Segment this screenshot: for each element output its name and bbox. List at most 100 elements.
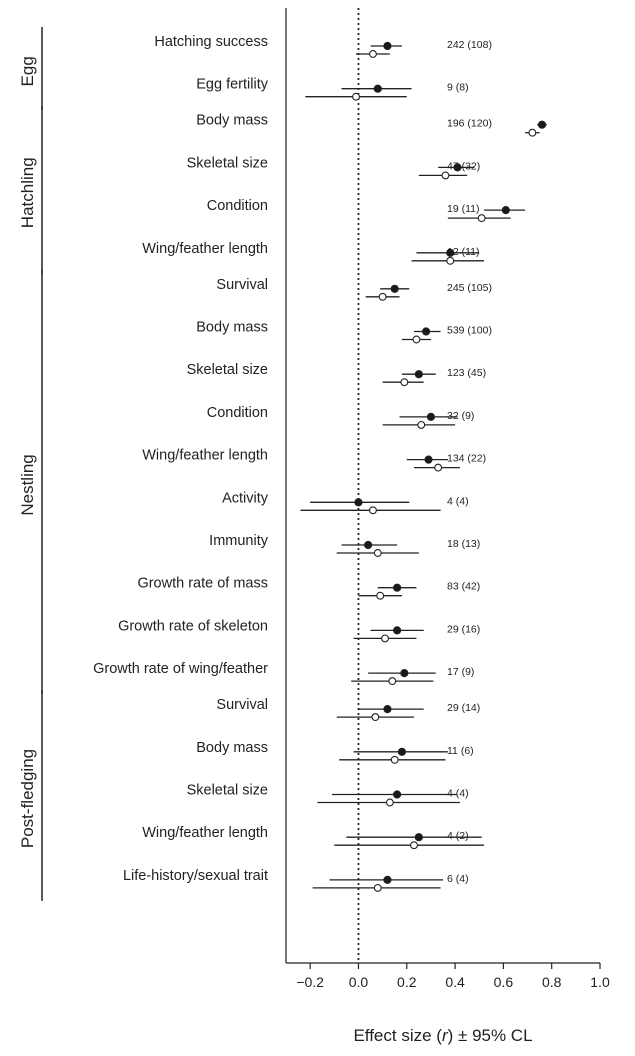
- point-open: [373, 549, 382, 557]
- row-label: Skeletal size: [187, 783, 268, 799]
- row-label: Growth rate of skeleton: [118, 618, 268, 634]
- sample-size-label: 6 (4): [447, 873, 469, 885]
- point-open: [385, 798, 394, 807]
- point-open: [390, 755, 399, 764]
- plot-area: [285, 8, 600, 964]
- sample-size-label: 123 (45): [447, 367, 486, 379]
- point-filled: [393, 790, 402, 799]
- row-label: Life-history/sexual trait: [123, 868, 268, 884]
- forest-row: Wing/feather length 134 (22): [142, 448, 486, 472]
- point-open: [388, 677, 397, 686]
- row-label: Body mass: [196, 113, 268, 129]
- sample-size-label: 539 (100): [447, 325, 492, 337]
- point-open: [369, 50, 377, 58]
- point-open: [441, 171, 450, 180]
- x-tick-label: 0.8: [542, 974, 562, 990]
- forest-row: Egg fertility 9 (8): [196, 77, 469, 101]
- point-filled: [364, 540, 373, 550]
- point-filled: [446, 248, 455, 257]
- row-label: Condition: [207, 198, 268, 214]
- sample-size-label: 12 (11): [447, 246, 480, 258]
- point-filled: [397, 747, 407, 756]
- point-filled: [383, 41, 392, 51]
- sample-size-label: 11 (6): [447, 745, 474, 757]
- sample-size-label: 18 (13): [447, 538, 480, 550]
- sample-size-label: 32 (9): [447, 410, 474, 422]
- forest-row: Condition 19 (11): [207, 198, 526, 223]
- point-open: [376, 591, 385, 600]
- forest-row: Skeletal size 47 (32): [187, 155, 480, 180]
- x-tick-label: 1.0: [590, 974, 610, 990]
- sample-size-label: 134 (22): [447, 453, 486, 465]
- point-filled: [393, 626, 402, 635]
- x-axis-label-suffix: ) ± 95% CL: [448, 1026, 533, 1045]
- forest-row: Wing/feather length 4 (2): [142, 825, 485, 850]
- point-filled: [414, 370, 423, 379]
- row-label: Wing/feather length: [142, 825, 268, 841]
- point-filled: [537, 120, 547, 129]
- point-filled: [390, 284, 399, 293]
- point-filled: [426, 412, 436, 421]
- sample-size-label: 4 (4): [447, 788, 469, 800]
- forest-row: Immunity 18 (13): [209, 533, 480, 557]
- sample-size-label: 19 (11): [447, 203, 480, 215]
- row-label: Egg fertility: [196, 77, 268, 93]
- x-tick-label: 0.2: [397, 974, 417, 990]
- point-open: [371, 713, 380, 722]
- forest-row: Growth rate of skeleton 29 (16): [118, 618, 480, 643]
- row-label: Body mass: [196, 320, 268, 336]
- point-open: [410, 841, 418, 850]
- forest-row: Growth rate of mass 83 (42): [137, 576, 480, 600]
- x-tick-label: 0.6: [494, 974, 514, 990]
- sample-size-label: 4 (4): [447, 495, 469, 507]
- x-tick-label: 0.4: [445, 974, 465, 990]
- row-label: Skeletal size: [187, 362, 268, 378]
- point-filled: [501, 206, 510, 215]
- sample-size-label: 4 (2): [447, 830, 469, 842]
- group-label: Egg: [18, 56, 37, 86]
- group-label: Nestling: [18, 454, 37, 515]
- sample-size-label: 83 (42): [447, 581, 480, 593]
- row-label: Wing/feather length: [142, 241, 268, 257]
- row-label: Hatching success: [154, 34, 268, 50]
- point-filled: [424, 455, 433, 464]
- forest-row: Survival 29 (14): [216, 697, 480, 722]
- group-label: Hatchling: [18, 157, 37, 228]
- sample-size-label: 47 (32): [447, 160, 480, 172]
- point-filled: [383, 705, 392, 714]
- x-axis-label-italic: r: [442, 1026, 449, 1045]
- point-filled: [421, 327, 431, 336]
- row-label: Immunity: [209, 533, 269, 549]
- x-axis-label: Effect size (r) ± 95% CL: [353, 1026, 532, 1045]
- point-open: [381, 634, 389, 643]
- point-open: [417, 420, 426, 429]
- point-filled: [354, 498, 363, 507]
- point-filled: [393, 583, 402, 592]
- x-axis-label-prefix: Effect size (: [353, 1026, 442, 1045]
- point-open: [352, 92, 360, 101]
- row-label: Condition: [207, 405, 268, 421]
- sample-size-label: 196 (120): [447, 118, 492, 130]
- forest-row: Condition 32 (9): [207, 405, 474, 429]
- point-open: [446, 256, 455, 265]
- row-label: Wing/feather length: [142, 448, 268, 464]
- point-filled: [400, 669, 409, 678]
- point-open: [400, 378, 409, 387]
- point-filled: [383, 875, 392, 885]
- forest-row: Skeletal size 123 (45): [187, 362, 486, 387]
- row-label: Survival: [216, 697, 268, 713]
- point-open: [369, 506, 377, 515]
- row-label: Growth rate of wing/feather: [93, 661, 268, 677]
- forest-row: Activity 4 (4): [222, 490, 469, 515]
- forest-row: Hatching success 242 (108): [154, 34, 492, 58]
- point-open: [412, 335, 421, 344]
- point-filled: [414, 833, 423, 842]
- row-label: Growth rate of mass: [137, 576, 268, 592]
- sample-size-label: 242 (108): [447, 39, 492, 51]
- forest-row: Wing/feather length 12 (11): [142, 241, 485, 265]
- sample-size-label: 29 (14): [447, 702, 480, 714]
- forest-row: Life-history/sexual trait 6 (4): [123, 868, 469, 892]
- point-open: [477, 214, 486, 223]
- point-open: [373, 883, 382, 892]
